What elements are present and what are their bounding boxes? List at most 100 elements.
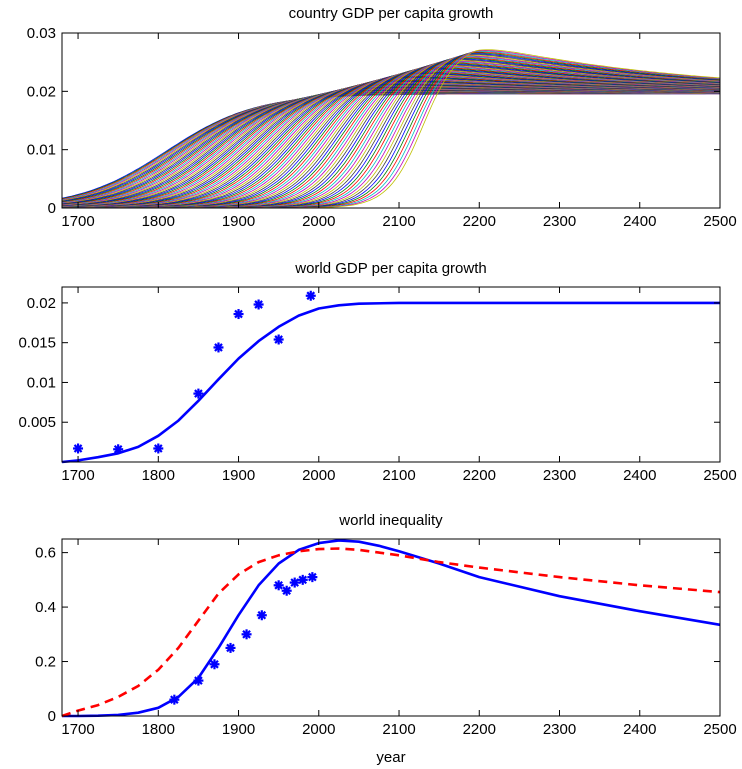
y-tick-label: 0.015 [18, 335, 56, 352]
x-tick-label: 2300 [543, 721, 576, 738]
country-series-line [62, 92, 720, 204]
country-series-line [62, 57, 720, 208]
x-tick-label: 2200 [463, 721, 496, 738]
country-curves [62, 49, 720, 208]
y-tick-label: 0.2 [35, 654, 56, 671]
x-axis-label: year [376, 749, 405, 766]
country-series-line [62, 54, 720, 208]
panel-world-gdp-growth: world GDP per capita growth 1700 1800 1900… [18, 260, 736, 484]
data-point-marker [256, 610, 267, 621]
x-tick-label: 2300 [543, 213, 576, 230]
x-tick-label: 1900 [222, 721, 255, 738]
country-series-line [62, 62, 720, 208]
data-point-marker [153, 443, 164, 454]
y-tick-label: 0.03 [27, 25, 56, 42]
data-point-marker [73, 443, 84, 454]
series-line [61, 301, 720, 464]
country-series-line [62, 52, 720, 208]
x-tick-label: 2200 [463, 213, 496, 230]
data-point-marker [281, 585, 292, 596]
data-point-marker [305, 290, 316, 301]
y-tick-label: 0.02 [27, 295, 56, 312]
data-point-marker [113, 444, 124, 455]
plot-frame [61, 32, 721, 209]
y-tick-label: 0 [48, 200, 56, 217]
data-point-marker [193, 388, 204, 399]
country-series-line [62, 61, 720, 208]
y-tick-label: 0.005 [18, 414, 56, 431]
data-point-marker [209, 659, 220, 670]
country-series-line [62, 78, 720, 208]
data-point-marker [233, 309, 244, 320]
x-tick-label: 2000 [302, 721, 335, 738]
plot-frame [61, 538, 721, 717]
x-tick-label: 2400 [623, 721, 656, 738]
x-tick-label: 2100 [382, 467, 415, 484]
data-point-marker [289, 577, 300, 588]
country-series-line [62, 58, 720, 208]
x-tick-label: 2400 [623, 213, 656, 230]
data-point-marker [297, 574, 308, 585]
y-tick-label: 0.4 [35, 599, 56, 616]
data-point-marker [225, 642, 236, 653]
country-series-line [62, 49, 720, 208]
country-series-line [62, 53, 720, 208]
country-series-line [62, 61, 720, 208]
x-tick-label: 2200 [463, 467, 496, 484]
x-tick-label: 2500 [703, 721, 736, 738]
panel-world-inequality: world inequality 1700 1800 1900 2000 2100 220… [35, 512, 737, 766]
panel-country-gdp-growth: country GDP per capita growth 1700 1800 19… [27, 5, 737, 230]
x-tick-label: 2000 [302, 213, 335, 230]
data-point-marker [213, 342, 224, 353]
country-series-line [62, 76, 720, 208]
data-point-marker [273, 334, 284, 345]
x-tick-label: 2400 [623, 467, 656, 484]
x-tick-label: 1900 [222, 213, 255, 230]
x-tick-label: 1700 [61, 721, 94, 738]
data-point-marker [169, 694, 180, 705]
data-point-marker [193, 675, 204, 686]
x-tick-label: 1800 [142, 213, 175, 230]
chart-title: country GDP per capita growth [289, 5, 494, 22]
country-series-line [62, 54, 720, 208]
country-series-line [62, 50, 720, 208]
x-tick-label: 2300 [543, 467, 576, 484]
country-series-line [62, 60, 720, 208]
country-series-line [62, 55, 720, 208]
x-tick-label: 2500 [703, 213, 736, 230]
x-tick-label: 1700 [61, 213, 94, 230]
series-line-dashed [61, 547, 721, 718]
country-series-line [62, 50, 720, 208]
y-tick-label: 0.01 [27, 142, 56, 159]
data-point-marker [307, 572, 318, 583]
country-series-line [62, 51, 720, 208]
y-tick-label: 0 [48, 708, 56, 725]
country-series-line [62, 59, 720, 208]
y-tick-label: 0.02 [27, 83, 56, 100]
series-line [62, 539, 721, 718]
x-tick-label: 2000 [302, 467, 335, 484]
country-series-line [62, 57, 720, 208]
country-series-line [62, 56, 720, 208]
y-tick-label: 0.6 [35, 545, 56, 562]
country-series-line [62, 92, 720, 203]
x-tick-label: 2100 [382, 721, 415, 738]
chart-title: world inequality [338, 512, 443, 529]
country-series-line [62, 77, 720, 208]
plot-frame [61, 286, 721, 463]
x-tick-label: 2100 [382, 213, 415, 230]
x-tick-label: 1800 [142, 467, 175, 484]
x-tick-label: 1900 [222, 467, 255, 484]
y-tick-label: 0.01 [27, 374, 56, 391]
x-tick-label: 1800 [142, 721, 175, 738]
data-point-marker [241, 629, 252, 640]
x-tick-label: 2500 [703, 467, 736, 484]
country-series-line [62, 63, 720, 208]
country-series-line [62, 59, 720, 208]
chart-title: world GDP per capita growth [294, 260, 486, 277]
data-point-marker [273, 580, 284, 591]
data-point-marker [253, 299, 264, 310]
country-series-line [62, 91, 720, 205]
x-tick-label: 1700 [61, 467, 94, 484]
